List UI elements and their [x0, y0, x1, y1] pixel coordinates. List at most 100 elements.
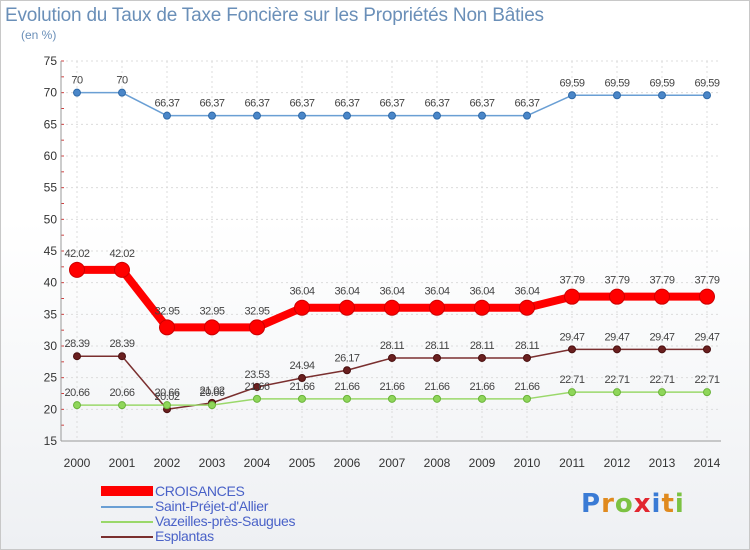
- line-chart: 15 20 25 30 35 40 45 50 55 60 65 70 75 2000 2001 2002 20…: [44, 54, 721, 470]
- data-point-croisances: [564, 288, 580, 305]
- data-label-esplantas: 28.11: [515, 340, 540, 352]
- data-label-vazeilles-pr-s-saugues: 22.71: [604, 374, 629, 386]
- data-point-esplantas: [613, 345, 621, 354]
- data-point-croisances: [294, 299, 310, 316]
- x-tick-label: 2000: [64, 456, 91, 470]
- logo-letter: o: [614, 489, 634, 519]
- x-tick-label: 2002: [154, 456, 181, 470]
- data-label-vazeilles-pr-s-saugues: 21.66: [334, 381, 359, 393]
- legend-swatch: [101, 486, 153, 496]
- logo-letter: t: [661, 489, 675, 519]
- x-tick-label: 2006: [334, 456, 361, 470]
- data-label-esplantas: 23.53: [244, 369, 269, 381]
- legend-label: Vazeilles-près-Saugues: [155, 513, 296, 529]
- data-label-vazeilles-pr-s-saugues: 21.66: [289, 381, 314, 393]
- data-label-croisances: 36.04: [469, 286, 494, 298]
- x-tick-label: 2004: [244, 456, 271, 470]
- data-label-croisances: 36.04: [424, 286, 449, 298]
- data-label-saint-pr-jet-d-allier: 66.37: [469, 98, 494, 110]
- y-tick-label: 50: [44, 212, 58, 226]
- data-label-croisances: 37.79: [559, 275, 584, 287]
- data-label-croisances: 37.79: [604, 275, 629, 287]
- data-point-saint-pr-jet-d-allier: [703, 91, 711, 100]
- data-point-vazeilles-pr-s-saugues: [613, 388, 621, 397]
- data-label-esplantas: 29.47: [559, 331, 584, 343]
- data-point-esplantas: [73, 352, 81, 361]
- data-label-croisances: 36.04: [514, 286, 539, 298]
- data-point-saint-pr-jet-d-allier: [298, 111, 306, 120]
- x-tick-label: 2005: [289, 456, 316, 470]
- data-label-saint-pr-jet-d-allier: 70: [116, 75, 128, 87]
- x-tick-label: 2011: [559, 456, 585, 470]
- data-point-croisances: [474, 299, 490, 316]
- data-label-esplantas: 29.47: [604, 331, 629, 343]
- data-label-vazeilles-pr-s-saugues: 21.66: [379, 381, 404, 393]
- data-point-vazeilles-pr-s-saugues: [253, 394, 261, 403]
- data-label-saint-pr-jet-d-allier: 66.37: [154, 98, 179, 110]
- y-tick-label: 25: [44, 371, 58, 385]
- data-label-esplantas: 28.39: [109, 338, 134, 350]
- data-label-saint-pr-jet-d-allier: 69.59: [559, 77, 584, 89]
- data-point-vazeilles-pr-s-saugues: [478, 394, 486, 403]
- chart-title: Evolution du Taux de Taxe Foncière sur l…: [5, 5, 544, 26]
- logo-letter: P: [581, 489, 602, 519]
- data-label-esplantas: 26.17: [334, 352, 359, 364]
- axes: 15 20 25 30 35 40 45 50 55 60 65 70 75 2000 2001 2002 20…: [44, 54, 721, 470]
- data-point-croisances: [654, 288, 670, 305]
- data-point-saint-pr-jet-d-allier: [73, 88, 81, 97]
- data-point-esplantas: [478, 353, 486, 362]
- data-point-esplantas: [658, 345, 666, 354]
- data-label-saint-pr-jet-d-allier: 66.37: [334, 98, 359, 110]
- data-point-croisances: [699, 288, 715, 305]
- data-point-esplantas: [343, 366, 351, 375]
- data-label-croisances: 36.04: [379, 286, 404, 298]
- data-point-esplantas: [118, 352, 126, 361]
- data-label-saint-pr-jet-d-allier: 66.37: [424, 98, 449, 110]
- y-tick-label: 35: [44, 307, 58, 321]
- data-point-vazeilles-pr-s-saugues: [208, 401, 216, 410]
- data-point-saint-pr-jet-d-allier: [613, 91, 621, 100]
- data-point-vazeilles-pr-s-saugues: [658, 388, 666, 397]
- legend-swatch: [101, 506, 153, 508]
- data-labels: 70 70 66.37 66.37 66.37 66.37 66.37 66.37 66.37 6…: [64, 75, 720, 404]
- data-label-esplantas: 28.39: [64, 338, 89, 350]
- data-label-saint-pr-jet-d-allier: 69.59: [694, 77, 719, 89]
- y-unit-label: (en %): [21, 28, 57, 42]
- y-tick-label: 45: [44, 244, 58, 258]
- data-label-esplantas: 28.11: [470, 340, 495, 352]
- data-label-vazeilles-pr-s-saugues: 22.71: [559, 374, 584, 386]
- y-tick-label: 30: [44, 339, 58, 353]
- data-point-esplantas: [253, 382, 261, 391]
- data-label-croisances: 37.79: [649, 275, 674, 287]
- data-point-vazeilles-pr-s-saugues: [433, 394, 441, 403]
- x-tick-label: 2013: [649, 456, 676, 470]
- data-point-esplantas: [703, 345, 711, 354]
- data-label-vazeilles-pr-s-saugues: 20.66: [64, 387, 89, 399]
- data-label-croisances: 36.04: [334, 286, 359, 298]
- data-point-vazeilles-pr-s-saugues: [118, 401, 126, 410]
- data-point-vazeilles-pr-s-saugues: [568, 388, 576, 397]
- y-tick-label: 15: [44, 434, 58, 448]
- y-tick-label: 75: [44, 54, 58, 68]
- data-point-esplantas: [568, 345, 576, 354]
- data-label-vazeilles-pr-s-saugues: 21.66: [514, 381, 539, 393]
- x-tick-label: 2007: [379, 456, 406, 470]
- data-point-croisances: [609, 288, 625, 305]
- data-label-vazeilles-pr-s-saugues: 21.66: [244, 381, 269, 393]
- data-point-croisances: [69, 261, 85, 278]
- data-point-vazeilles-pr-s-saugues: [388, 394, 396, 403]
- data-point-saint-pr-jet-d-allier: [478, 111, 486, 120]
- data-point-esplantas: [523, 353, 531, 362]
- data-label-saint-pr-jet-d-allier: 69.59: [649, 77, 674, 89]
- data-point-esplantas: [388, 353, 396, 362]
- data-point-saint-pr-jet-d-allier: [658, 91, 666, 100]
- data-point-vazeilles-pr-s-saugues: [163, 401, 171, 410]
- series-lines: [69, 88, 715, 414]
- data-point-croisances: [384, 299, 400, 316]
- data-label-croisances: 42.02: [64, 248, 89, 260]
- data-label-saint-pr-jet-d-allier: 69.59: [604, 77, 629, 89]
- data-label-croisances: 32.95: [244, 305, 269, 317]
- grid-lines: [61, 60, 721, 442]
- y-tick-label: 60: [44, 149, 58, 163]
- data-point-croisances: [249, 319, 265, 336]
